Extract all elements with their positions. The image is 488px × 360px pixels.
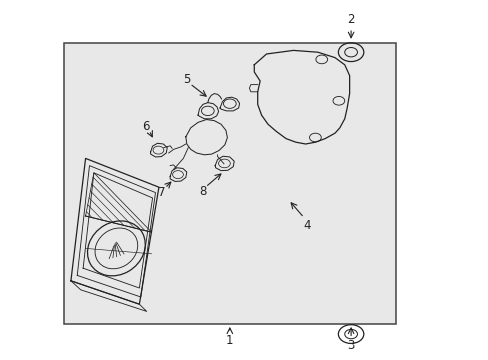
Text: 4: 4: [303, 219, 310, 231]
Text: 1: 1: [225, 334, 233, 347]
Text: 3: 3: [346, 339, 354, 352]
Text: 8: 8: [199, 185, 206, 198]
Text: 7: 7: [157, 186, 165, 199]
Text: 6: 6: [142, 120, 149, 132]
Text: 2: 2: [346, 13, 354, 26]
Text: 5: 5: [183, 73, 191, 86]
Bar: [63, 43, 395, 324]
